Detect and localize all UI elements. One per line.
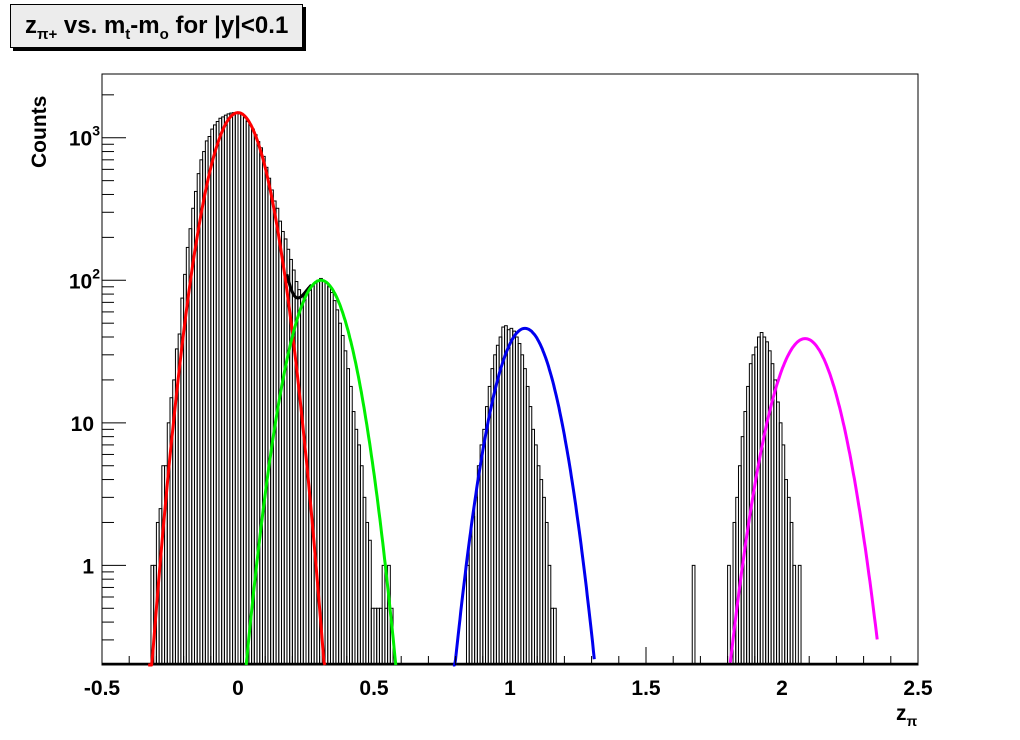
y-tick-label: 10 xyxy=(71,413,94,436)
title-rest1: vs. m xyxy=(57,12,126,39)
y-tick-label: 103 xyxy=(69,123,100,151)
fit-curve xyxy=(285,273,313,300)
chart-title: zπ+ vs. mt-mo for |y|<0.1 xyxy=(10,4,304,48)
fit-curve xyxy=(452,326,596,667)
title-main-sub: π+ xyxy=(37,25,58,43)
x-tick-label: 0.5 xyxy=(359,677,389,700)
fit-curve xyxy=(147,111,327,667)
y-tick-label: 102 xyxy=(69,265,100,293)
x-tick-label: 1.5 xyxy=(631,677,661,700)
title-rest2: -m xyxy=(130,12,160,39)
x-tick-label: 0 xyxy=(232,677,244,700)
title-main: z xyxy=(25,12,37,39)
x-axis-title: zπ xyxy=(896,702,918,729)
title-rest1-sub: t xyxy=(125,25,131,43)
y-axis-title: Counts xyxy=(28,96,51,168)
x-tick-label: 2.5 xyxy=(903,677,933,700)
title-rest2-sub: o xyxy=(159,25,169,43)
fit-curve xyxy=(728,337,879,663)
y-tick-label: 1 xyxy=(82,555,94,578)
x-axis-title-sub: π xyxy=(907,713,918,729)
axes-layer: -0.5 0 0.5 1 1.5 2 2.5 1 10 102 103 xyxy=(69,94,933,700)
fit-curve xyxy=(244,278,398,666)
fit-curves-layer xyxy=(147,111,879,667)
x-tick-label: -0.5 xyxy=(84,677,121,700)
x-tick-label: 1 xyxy=(504,677,516,700)
x-axis-title-base: z xyxy=(896,702,907,725)
title-rest3: for |y|<0.1 xyxy=(168,12,289,39)
x-tick-label: 2 xyxy=(776,677,788,700)
